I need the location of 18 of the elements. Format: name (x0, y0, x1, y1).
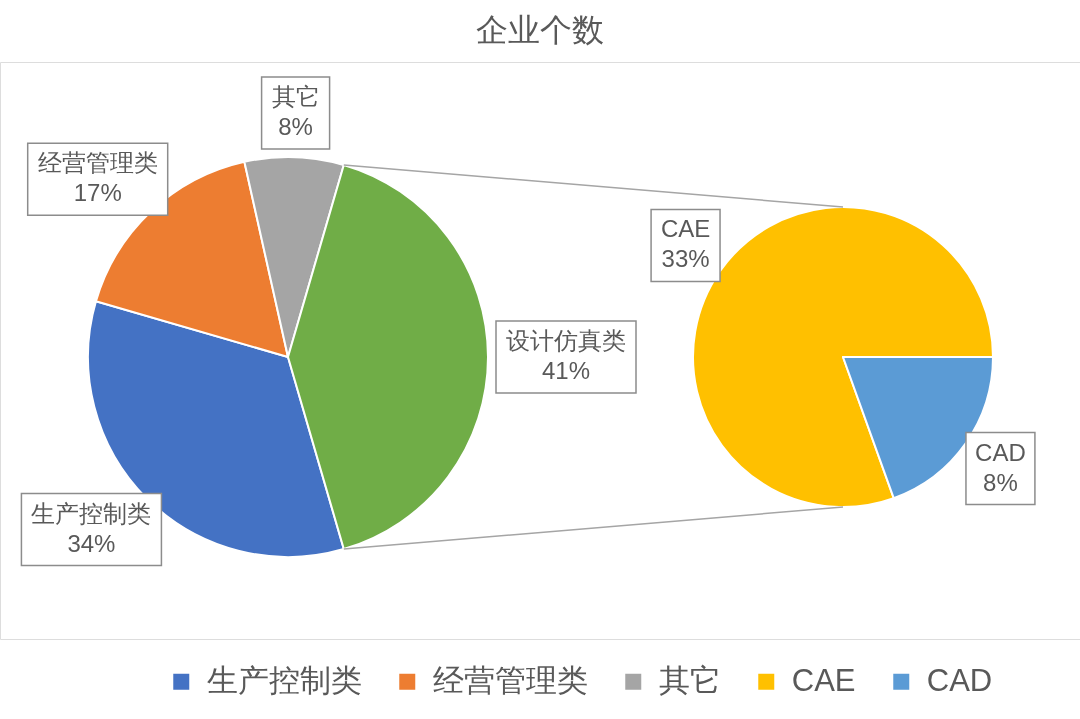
data-label: 17% (73, 179, 122, 207)
slice-label: 其它 (271, 83, 320, 111)
legend-label: 其它 (658, 662, 721, 698)
data-label: 33% (661, 245, 710, 273)
slice-label: 经营管理类 (37, 149, 158, 177)
legend-label: CAE (791, 662, 856, 698)
slice-label: CAD (975, 438, 1026, 466)
legend-label: 经营管理类 (432, 662, 588, 698)
chart-title: 企业个数 (476, 12, 604, 48)
legend-label: CAD (926, 662, 993, 698)
legend-label: 生产控制类 (206, 662, 362, 698)
data-label: 8% (983, 468, 1018, 496)
slice-label: 生产控制类 (31, 499, 152, 527)
slice-label: 设计仿真类 (506, 327, 626, 354)
data-label: 41% (541, 357, 591, 384)
data-label: 34% (67, 529, 116, 557)
slice-label: CAE (660, 215, 711, 243)
data-label: 8% (278, 113, 313, 141)
